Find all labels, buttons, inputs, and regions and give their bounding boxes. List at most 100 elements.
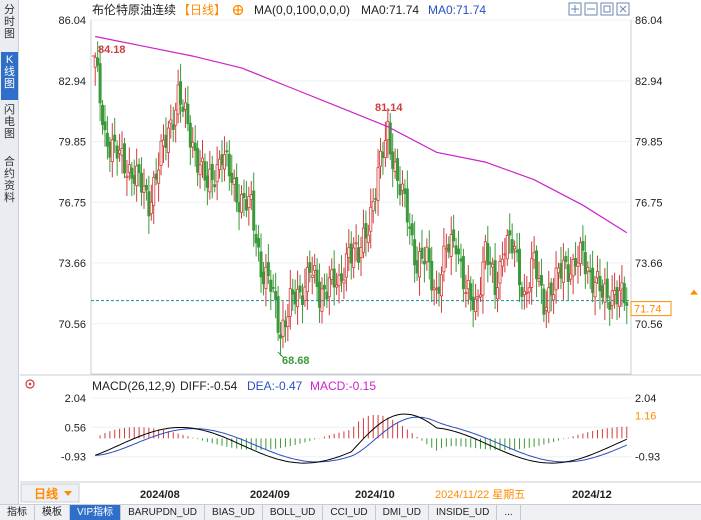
candle-body [488, 261, 492, 265]
candle-body [527, 287, 531, 293]
candle-body [191, 141, 195, 148]
candle-body [286, 316, 290, 327]
candle-body [135, 165, 139, 187]
candle-body [557, 267, 561, 274]
candlesticks [93, 41, 629, 356]
candle-body [159, 140, 163, 167]
indicator-tab[interactable]: 模板 [35, 505, 70, 520]
indicator-tab[interactable]: VIP指标 [70, 505, 122, 520]
candle-body [576, 262, 580, 267]
candle-body [193, 142, 197, 151]
macd-axis-right: 2.04 1.16 -0.93 [635, 393, 660, 464]
ma-params: MA(0,0,100,0,0,0) [254, 3, 350, 17]
candle-body [225, 150, 229, 153]
candle-body [552, 294, 556, 301]
candle-body [505, 235, 509, 260]
price-arrow-icon [690, 289, 698, 295]
tab-time-sharing[interactable]: 分时图 [4, 4, 15, 40]
candle-body [439, 274, 443, 297]
candle-body [339, 273, 343, 282]
candle-body [396, 158, 400, 181]
kline-chart[interactable]: 布伦特原油连续 【日线】 MA(0,0,100,0,0,0) MA0:71.74… [20, 0, 701, 504]
candle-body [535, 250, 539, 280]
candle-body [222, 154, 226, 170]
macd-settings-icon[interactable] [25, 379, 35, 389]
candle-body [461, 256, 465, 290]
tab-kline[interactable]: K线图 [1, 52, 18, 100]
price-tick-left: 79.85 [58, 136, 86, 148]
candle-body [186, 103, 190, 125]
candle-body [393, 161, 397, 172]
candle-body [452, 229, 456, 242]
candle-body [388, 122, 392, 155]
macd-value: MACD:-0.15 [310, 379, 376, 393]
price-tick-right: 82.94 [635, 76, 663, 88]
candle-body [254, 233, 258, 244]
candle-body [327, 277, 331, 298]
candle-body [381, 151, 385, 159]
left-view-tabs: 分时图 K线图 闪电图 合约资料 [0, 0, 19, 505]
indicator-tab[interactable]: CCI_UD [323, 505, 376, 520]
candle-body [398, 184, 402, 196]
candle-body [196, 148, 200, 173]
tab-lightning[interactable]: 闪电图 [4, 104, 15, 140]
indicator-tab[interactable]: BIAS_UD [205, 505, 263, 520]
candle-body [113, 134, 117, 142]
candle-body [169, 119, 173, 124]
indicator-tab[interactable]: 指标 [0, 505, 35, 520]
candle-body [376, 167, 380, 202]
indicator-tab[interactable]: INSIDE_UD [429, 505, 498, 520]
candle-body [500, 258, 504, 267]
candle-body [332, 268, 336, 288]
candle-body [215, 164, 219, 183]
indicator-tab[interactable]: BOLL_UD [263, 505, 324, 520]
candle-body [315, 269, 319, 288]
candle-body [198, 164, 202, 176]
candle-body [152, 177, 156, 206]
settings-gear-icon[interactable] [232, 4, 244, 16]
candle-body [359, 247, 363, 258]
candle-body [179, 81, 183, 105]
price-tick-left: 76.75 [58, 197, 86, 209]
zoom-out-icon[interactable] [584, 2, 598, 16]
candle-body [400, 183, 404, 191]
candle-body [105, 132, 109, 147]
indicator-tab[interactable]: BARUPDN_UD [121, 505, 206, 520]
candle-body [520, 287, 524, 297]
zoom-in-icon[interactable] [568, 2, 582, 16]
ma100-line [95, 35, 628, 234]
fullscreen-icon[interactable] [600, 2, 614, 16]
candle-body [142, 185, 146, 193]
period-selector[interactable]: 日线 [20, 483, 80, 503]
macd-grid [91, 397, 631, 458]
candle-body [598, 275, 602, 292]
indicator-tab[interactable]: ... [497, 505, 521, 520]
candle-body [176, 84, 180, 115]
candle-body [620, 282, 624, 290]
close-icon[interactable] [616, 2, 630, 16]
macd-tick-right: 2.04 [635, 393, 656, 405]
macd-tick-left: 0.56 [65, 422, 86, 434]
crosshair-date: 2024/11/22 星期五 [435, 488, 525, 501]
candle-body [322, 284, 326, 290]
candle-body [596, 271, 600, 279]
candle-body [201, 157, 205, 163]
candle-body [266, 262, 270, 277]
candle-body [108, 141, 112, 158]
candle-body [330, 269, 334, 280]
date-label: 2024/12 [572, 489, 612, 501]
diff-line [95, 413, 627, 464]
candle-body [569, 273, 573, 280]
date-label: 2024/10 [355, 489, 395, 501]
macd-diff: DIFF:-0.54 [180, 379, 238, 393]
candle-body [391, 151, 395, 169]
candle-body [130, 167, 134, 179]
candle-body [252, 190, 256, 231]
indicator-tab[interactable]: DMI_UD [376, 505, 429, 520]
candle-body [257, 238, 261, 248]
candle-body [464, 292, 468, 295]
candle-body [291, 289, 295, 295]
candle-body [313, 264, 317, 271]
tab-contract-info[interactable]: 合约资料 [4, 156, 15, 204]
candle-body [408, 226, 412, 229]
